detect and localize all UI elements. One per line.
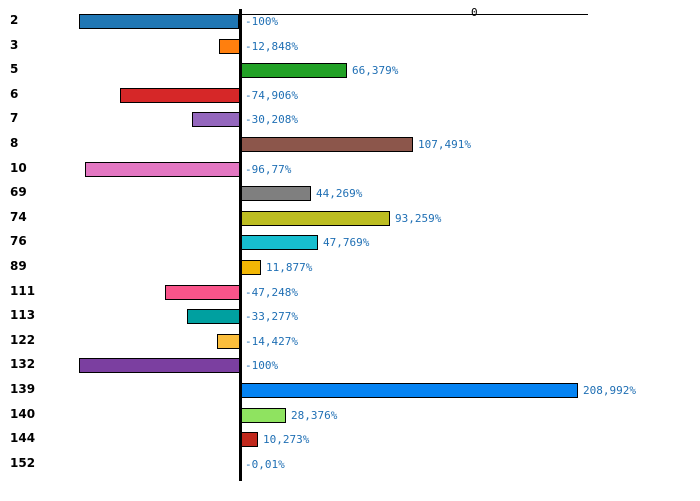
category-label: 3 — [10, 37, 19, 52]
category-label: 89 — [10, 259, 27, 273]
category-label: 122 — [10, 332, 36, 347]
bar-segment[interactable] — [241, 63, 347, 79]
zero-axis-label: 0 — [471, 6, 478, 19]
bar-segment[interactable] — [241, 432, 258, 448]
bar-row: 69 44,269% — [0, 181, 700, 206]
bar-value-label: 93,259% — [395, 211, 442, 225]
bar-row: 152 -0,01% — [0, 452, 700, 477]
bar-value-label: 28,376% — [291, 408, 338, 422]
category-label: 139 — [10, 382, 36, 396]
bar-segment[interactable] — [79, 14, 239, 29]
bar-value-label: 66,379% — [352, 64, 399, 78]
category-label: 140 — [10, 406, 36, 421]
category-label: 8 — [10, 136, 19, 150]
bar-row: 113 -33,277% — [0, 304, 700, 329]
bar-segment[interactable] — [241, 260, 261, 275]
category-label: 2 — [10, 13, 19, 27]
bar-segment[interactable] — [217, 333, 240, 349]
bar-row: 2 -100% — [0, 9, 700, 34]
bar-row: 139 208,992% — [0, 378, 700, 403]
bar-value-label: -30,208% — [245, 113, 298, 127]
bar-value-label: -12,848% — [245, 39, 298, 53]
bar-segment[interactable] — [187, 309, 240, 325]
bar-value-label: 44,269% — [316, 187, 363, 201]
category-label: 132 — [10, 357, 36, 372]
bar-row: 122 -14,427% — [0, 329, 700, 354]
bar-row: 3 -12,848% — [0, 34, 700, 59]
bar-value-label: -33,277% — [245, 310, 298, 324]
category-label: 113 — [10, 308, 36, 323]
bar-row: 7 -30,208% — [0, 107, 700, 132]
bar-segment[interactable] — [192, 112, 240, 128]
zero-axis-line: 0 — [239, 6, 478, 481]
bar-segment[interactable] — [79, 358, 240, 374]
category-label: 6 — [10, 86, 19, 101]
bar-row: 74 93,259% — [0, 206, 700, 231]
category-label: 10 — [10, 160, 27, 175]
plot-top-rule — [79, 14, 588, 15]
bar-row: 111 -47,248% — [0, 280, 700, 305]
category-label: 5 — [10, 62, 19, 77]
bar-segment[interactable] — [241, 235, 318, 251]
bar-row: 6 -74,906% — [0, 83, 700, 108]
bar-row: 89 11,877% — [0, 255, 700, 280]
category-label: 76 — [10, 234, 27, 249]
bar-row: 132 -100% — [0, 353, 700, 378]
bar-row: 10 -96,77% — [0, 157, 700, 182]
bar-value-label: 107,491% — [418, 138, 471, 151]
bar-segment[interactable] — [165, 284, 240, 300]
bar-value-label: 208,992% — [583, 384, 636, 397]
category-label: 144 — [10, 431, 36, 446]
bar-value-label: -74,906% — [245, 88, 298, 102]
bar-value-label: 47,769% — [323, 236, 370, 250]
bar-segment[interactable] — [241, 186, 311, 202]
bar-segment[interactable] — [219, 38, 240, 54]
bar-value-label: 10,273% — [263, 433, 310, 447]
bar-value-label: 11,877% — [266, 261, 313, 274]
bar-value-label: -0,01% — [245, 457, 285, 471]
category-label: 74 — [10, 209, 27, 224]
bar-value-label: -96,77% — [245, 162, 292, 176]
bar-value-label: -100% — [245, 359, 279, 373]
bar-value-label: -100% — [245, 15, 279, 28]
bar-value-label: -47,248% — [245, 285, 298, 299]
bar-segment[interactable] — [85, 161, 240, 177]
bar-segment[interactable] — [241, 210, 390, 226]
category-label: 69 — [10, 185, 27, 200]
category-label: 7 — [10, 111, 19, 126]
category-label: 152 — [10, 455, 36, 470]
bar-row: 8 107,491% — [0, 132, 700, 157]
bar-segment[interactable] — [241, 137, 413, 152]
bar-segment[interactable] — [120, 87, 240, 103]
bar-segment[interactable] — [241, 407, 286, 423]
bar-row: 76 47,769% — [0, 230, 700, 255]
bar-row: 144 10,273% — [0, 427, 700, 452]
bar-segment[interactable] — [241, 383, 578, 398]
bar-value-label: -14,427% — [245, 334, 298, 348]
category-label: 111 — [10, 283, 36, 298]
bar-row: 5 66,379% — [0, 58, 700, 83]
bar-row: 140 28,376% — [0, 403, 700, 428]
